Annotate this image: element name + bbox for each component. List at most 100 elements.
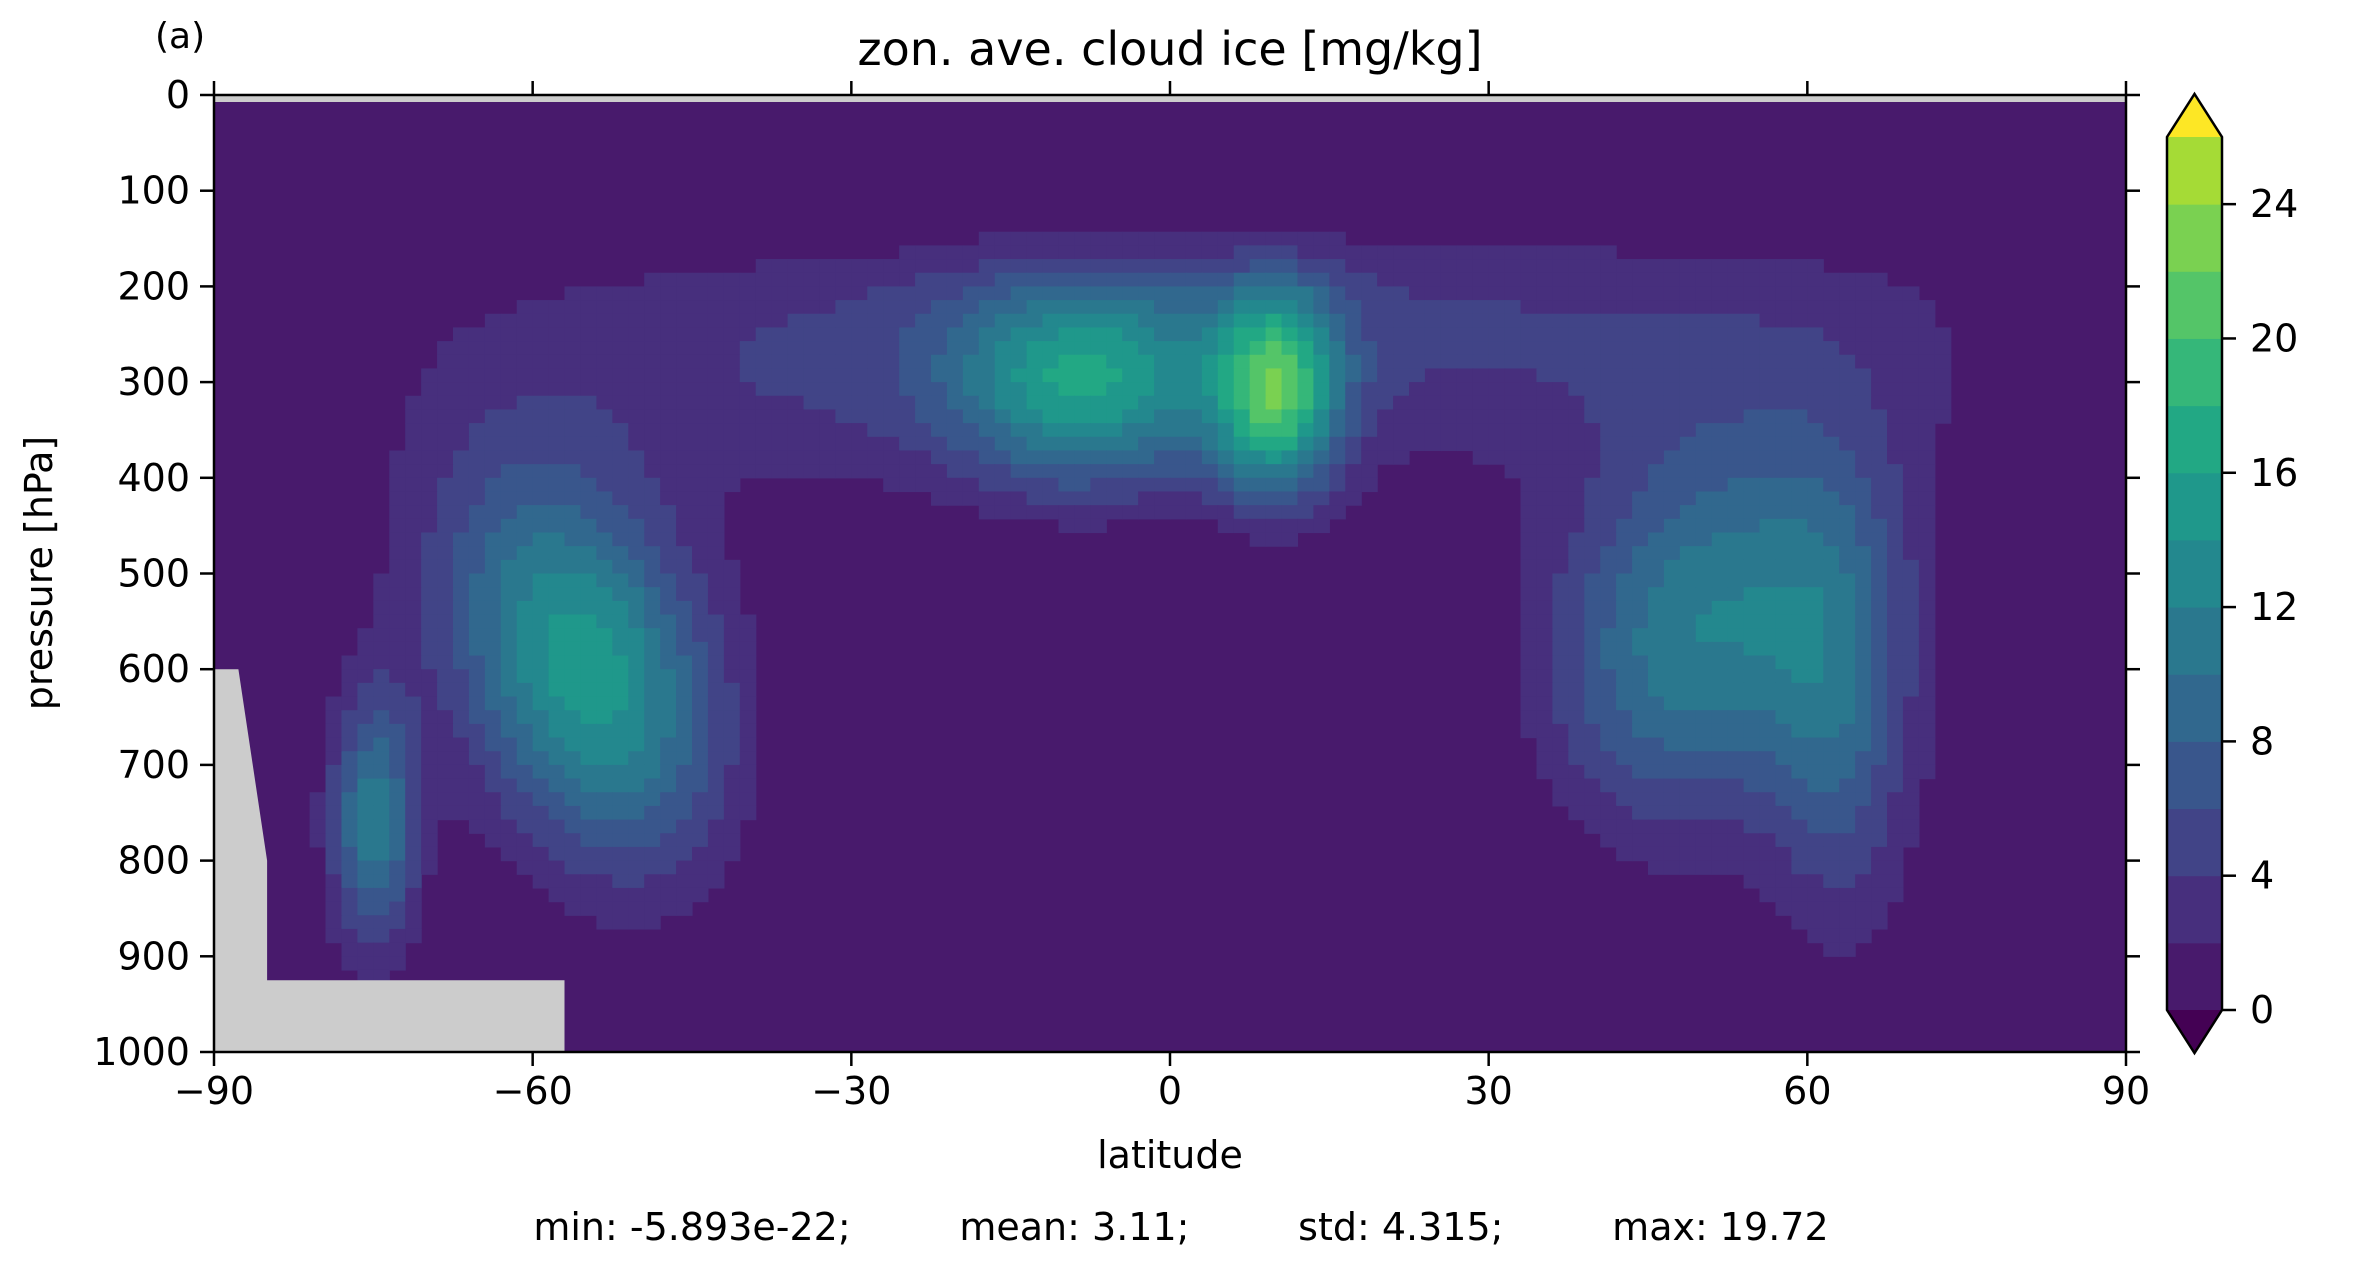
contour-cell [596, 532, 613, 547]
contour-cell [931, 354, 948, 370]
contour-cell [564, 532, 582, 547]
colorbar-tick-label: 24 [2250, 182, 2298, 226]
contour-cell [1632, 354, 1649, 370]
contour-cell [1759, 532, 1777, 547]
contour-cell [1648, 259, 1665, 274]
contour-cell [1042, 409, 1060, 424]
contour-cell [1568, 778, 1585, 793]
contour-cell [1281, 231, 1299, 246]
contour-cell [1695, 669, 1713, 684]
contour-cell [1616, 846, 1633, 862]
contour-cell [1727, 532, 1745, 547]
contour-cell [612, 887, 629, 903]
contour-cell [978, 313, 996, 329]
contour-cell [1632, 436, 1649, 452]
contour-cell [1584, 354, 1601, 370]
contour-cell [1074, 341, 1091, 356]
contour-cell [1138, 395, 1155, 411]
contour-cell [612, 655, 629, 670]
contour-cell [1472, 368, 1490, 383]
contour-cell [1600, 600, 1617, 616]
contour-cell [1695, 546, 1713, 561]
contour-cell [1918, 696, 1936, 711]
contour-cell [644, 600, 661, 616]
contour-cell [1902, 546, 1920, 561]
contour-cell [1695, 764, 1713, 780]
contour-cell [1871, 696, 1888, 711]
contour-cell [1090, 395, 1107, 411]
contour-cell [1409, 409, 1426, 424]
contour-cell [707, 669, 725, 684]
contour-cell [899, 395, 916, 411]
contour-cell [1409, 245, 1426, 260]
contour-cell [1887, 300, 1904, 315]
contour-cell [1807, 655, 1824, 670]
contour-cell [1472, 300, 1490, 315]
contour-cell [1934, 327, 1952, 342]
contour-cell [1711, 259, 1729, 274]
contour-cell [660, 737, 677, 752]
contour-cell [421, 819, 438, 834]
contour-cell [1727, 450, 1745, 465]
contour-cell [707, 518, 725, 534]
contour-cell [1106, 423, 1123, 438]
contour-cell [1918, 532, 1936, 547]
contour-cell [564, 696, 582, 711]
contour-cell [1185, 354, 1203, 370]
contour-cell [1855, 600, 1872, 616]
contour-cell [1791, 368, 1808, 383]
contour-cell [1616, 737, 1633, 752]
contour-cell [1313, 491, 1330, 506]
contour-cell [484, 409, 502, 424]
contour-cell [1345, 477, 1362, 493]
contour-cell [516, 860, 534, 875]
contour-cell [1727, 423, 1745, 438]
contour-cell [1887, 395, 1904, 411]
contour-cell [1871, 286, 1888, 301]
contour-cell [612, 641, 629, 657]
contour-cell [1568, 286, 1585, 301]
contour-cell [707, 819, 725, 834]
contour-cell [1663, 655, 1681, 670]
contour-cell [1902, 628, 1920, 643]
contour-cell [1170, 505, 1187, 520]
contour-cell [1918, 559, 1936, 575]
contour-cell [1393, 382, 1410, 397]
contour-cell [1855, 409, 1872, 424]
contour-cell [437, 587, 454, 602]
contour-cell [1727, 737, 1745, 752]
colorbar-band [2167, 674, 2222, 742]
contour-cell [1568, 300, 1585, 315]
contour-cell [676, 327, 693, 342]
contour-cell [421, 436, 438, 452]
contour-cell [1791, 614, 1808, 629]
contour-cell [1568, 368, 1585, 383]
contour-cell [564, 546, 582, 561]
contour-cell [1600, 532, 1617, 547]
contour-cell [692, 628, 709, 643]
contour-cell [1265, 327, 1283, 342]
contour-cell [1170, 341, 1187, 356]
contour-cell [851, 300, 868, 315]
contour-cell [484, 532, 502, 547]
contour-cell [1711, 505, 1729, 520]
contour-cell [899, 450, 916, 465]
contour-cell [1185, 382, 1203, 397]
contour-cell [644, 573, 661, 588]
contour-cell [1855, 792, 1872, 807]
contour-cell [1648, 313, 1665, 329]
contour-cell [612, 354, 629, 370]
contour-cell [978, 395, 996, 411]
contour-cell [468, 655, 486, 670]
contour-cell [1409, 259, 1426, 274]
contour-cell [500, 696, 518, 711]
contour-cell [676, 382, 693, 397]
contour-cell [389, 559, 406, 575]
contour-cell [1775, 409, 1792, 424]
contour-cell [341, 874, 358, 889]
contour-cell [1632, 846, 1649, 862]
contour-cell [389, 546, 406, 561]
y-tick-label: 200 [117, 264, 190, 308]
contour-cell [1775, 354, 1792, 370]
contour-cell [1743, 778, 1761, 793]
